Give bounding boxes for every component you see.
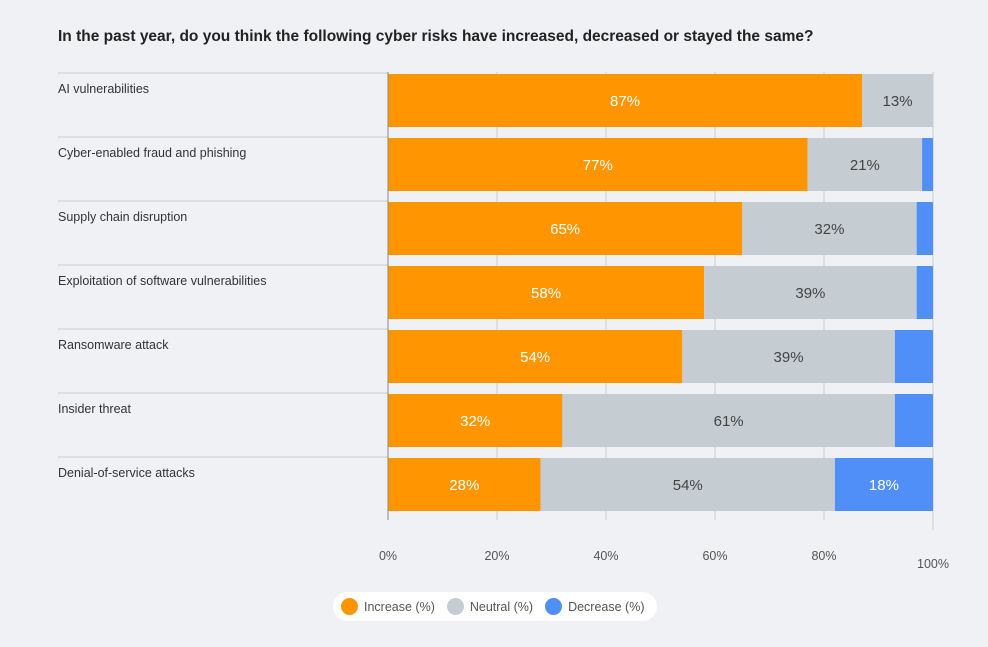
bar-neutral xyxy=(742,202,917,255)
bar-decrease xyxy=(922,138,933,191)
bar-neutral xyxy=(862,74,933,127)
category-label: Exploitation of software vulnerabilities xyxy=(58,274,266,288)
bar-increase xyxy=(388,394,563,447)
bar-decrease xyxy=(916,202,933,255)
data-label: 39% xyxy=(774,349,804,366)
category-label: Cyber-enabled fraud and phishing xyxy=(58,146,246,160)
legend-swatch xyxy=(341,598,358,615)
legend-label: Decrease (%) xyxy=(568,599,645,614)
bar-increase xyxy=(388,138,808,191)
bar-decrease xyxy=(916,266,933,319)
x-tick-label: 100% xyxy=(917,557,949,571)
bar-neutral xyxy=(682,330,895,383)
data-label: 58% xyxy=(531,285,561,302)
category-label: Supply chain disruption xyxy=(58,210,187,224)
legend-swatch xyxy=(545,598,563,615)
bar-decrease xyxy=(894,330,933,383)
legend: Increase (%) Neutral (%) Decrease (%) xyxy=(333,592,657,621)
bar-neutral xyxy=(807,138,923,191)
category-label: AI vulnerabilities xyxy=(58,82,149,96)
legend-swatch xyxy=(446,598,464,615)
data-label: 18% xyxy=(869,477,899,494)
bar-neutral xyxy=(704,266,917,319)
x-tick-label: 60% xyxy=(702,549,727,563)
data-label: 87% xyxy=(610,93,640,110)
data-label: 65% xyxy=(550,221,580,238)
legend-item: Increase (%) xyxy=(341,598,435,615)
data-label: 77% xyxy=(583,157,613,174)
data-label: 21% xyxy=(850,157,880,174)
category-label: Ransomware attack xyxy=(58,338,169,352)
legend-label: Increase (%) xyxy=(364,599,435,614)
bar-decrease xyxy=(834,458,933,511)
data-label: 32% xyxy=(460,413,490,430)
bar-decrease xyxy=(894,394,933,447)
data-label: 13% xyxy=(883,93,913,110)
legend-item: Neutral (%) xyxy=(446,598,534,615)
bar-increase xyxy=(388,458,541,511)
bar-increase xyxy=(388,74,863,127)
bar-increase xyxy=(388,266,705,319)
data-label: 28% xyxy=(449,477,479,494)
data-label: 32% xyxy=(814,221,844,238)
bar-neutral xyxy=(540,458,835,511)
bar-increase xyxy=(388,202,743,255)
data-label: 54% xyxy=(673,477,703,494)
x-tick-label: 80% xyxy=(811,549,836,563)
x-tick-label: 0% xyxy=(379,549,397,563)
category-label: Insider threat xyxy=(58,402,131,416)
x-tick-label: 20% xyxy=(484,549,509,563)
x-tick-label: 40% xyxy=(593,549,618,563)
legend-label: Neutral (%) xyxy=(469,599,534,614)
data-label: 54% xyxy=(520,349,550,366)
chart-title: In the past year, do you think the follo… xyxy=(58,28,814,45)
data-label: 61% xyxy=(714,413,744,430)
data-label: 39% xyxy=(795,285,825,302)
legend-item: Decrease (%) xyxy=(545,598,645,615)
bar-neutral xyxy=(562,394,895,447)
category-label: Denial-of-service attacks xyxy=(58,466,195,480)
bar-increase xyxy=(388,330,683,383)
